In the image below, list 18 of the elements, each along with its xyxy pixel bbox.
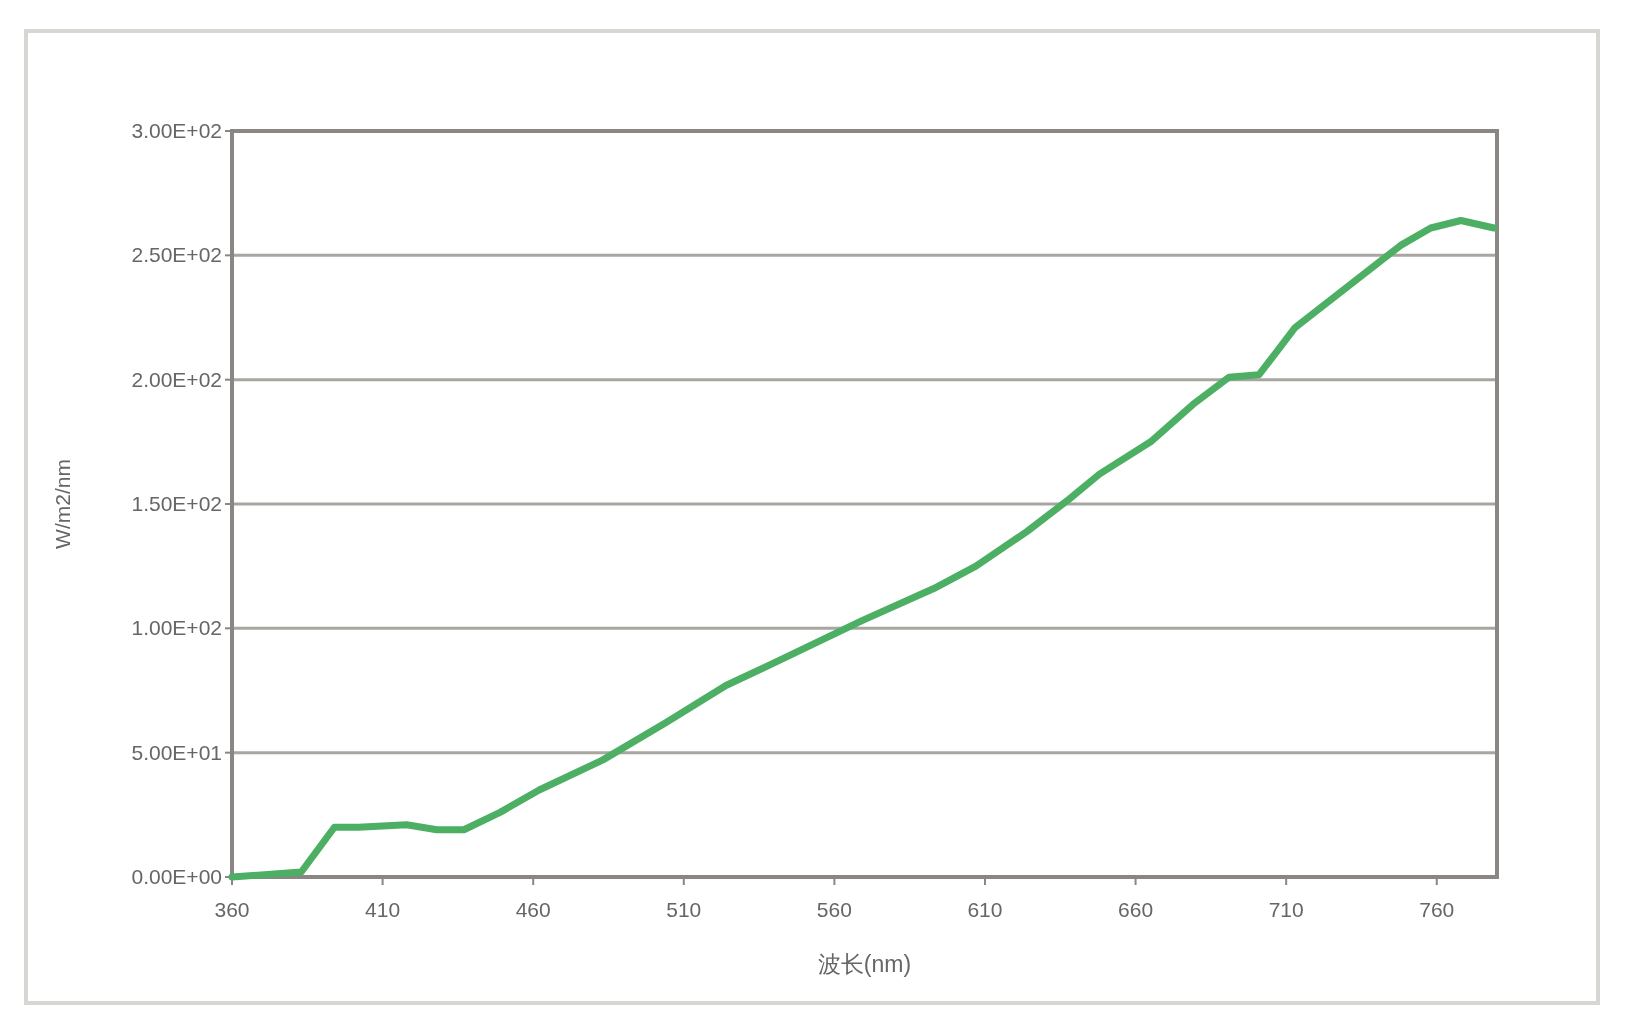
y-tick-label: 2.00E+02 xyxy=(131,367,222,391)
x-tick-label: 760 xyxy=(1419,898,1455,921)
y-tick-label: 5.00E+01 xyxy=(131,740,222,764)
x-tick-label: 510 xyxy=(666,898,702,921)
y-tick-label: 0.00E+00 xyxy=(131,865,222,888)
y-tick-label: 3.00E+02 xyxy=(131,119,222,142)
x-tick-label: 460 xyxy=(515,898,551,921)
x-tick-label: 410 xyxy=(365,898,401,921)
y-tick-label: 2.50E+02 xyxy=(131,243,222,267)
y-tick-label: 1.50E+02 xyxy=(131,492,222,515)
y-axis-title: W/m2/nm xyxy=(51,459,74,549)
x-tick-label: 560 xyxy=(816,898,852,921)
x-axis-title: 波长(nm) xyxy=(817,951,912,977)
x-tick-label: 660 xyxy=(1118,898,1154,921)
x-tick-label: 610 xyxy=(967,898,1003,921)
y-tick-label: 1.00E+02 xyxy=(131,616,222,640)
x-tick-label: 360 xyxy=(214,898,250,921)
x-tick-label: 710 xyxy=(1268,898,1304,921)
